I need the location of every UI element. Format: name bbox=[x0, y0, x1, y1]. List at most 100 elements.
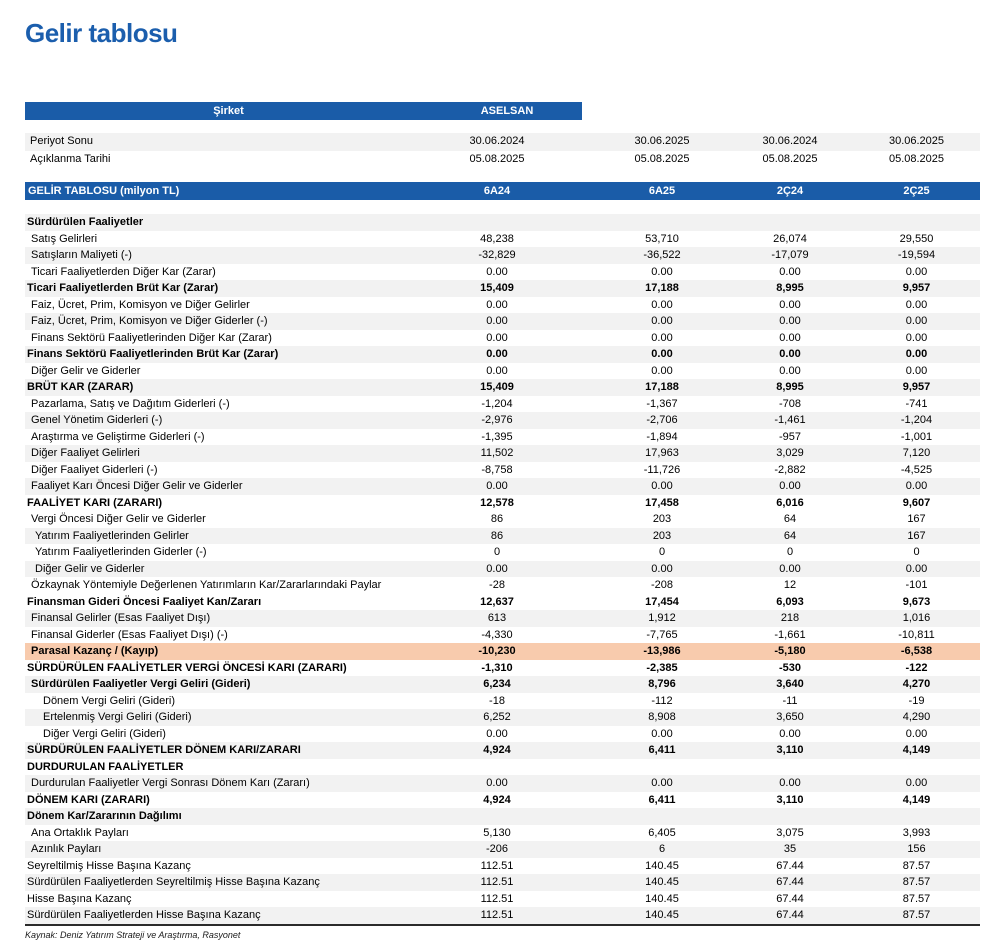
table-row: Dönem Vergi Geliri (Gideri) -18 -112 -11… bbox=[25, 692, 980, 709]
row-value-2c25: 0.00 bbox=[905, 727, 928, 740]
row-value-2c24: -1,461 bbox=[774, 414, 806, 426]
row-value-2c24: 3,640 bbox=[776, 678, 804, 690]
period-end-value: 30.06.2025 bbox=[634, 135, 690, 147]
row-value-6a24: 0.00 bbox=[486, 562, 508, 575]
row-value-6a25: -1,894 bbox=[646, 430, 678, 443]
period-end-row: Periyot Sonu 30.06.2024 30.06.2025 30.06… bbox=[25, 133, 980, 151]
row-value-2c24: 3,029 bbox=[776, 447, 804, 459]
row-value-2c25: 7,120 bbox=[902, 447, 931, 459]
table-row: Faiz, Ücret, Prim, Komisyon ve Diğer Gid… bbox=[25, 313, 980, 330]
company-header-bar: Şirket ASELSAN bbox=[25, 102, 582, 120]
row-value-6a24: 12,637 bbox=[480, 595, 514, 608]
row-value-2c24 bbox=[727, 214, 853, 231]
row-value-6a25: 17,454 bbox=[645, 595, 679, 608]
row-value-6a24: 112.51 bbox=[480, 909, 514, 921]
row-value-2c25: 0.00 bbox=[905, 348, 928, 360]
row-value-6a25: 0 bbox=[658, 546, 666, 558]
row-value-6a25: -1,367 bbox=[646, 397, 678, 410]
row-value-6a25: 17,963 bbox=[645, 447, 679, 459]
row-value-2c25: -19 bbox=[908, 694, 925, 707]
row-value-2c25: -101 bbox=[905, 579, 928, 591]
row-value-6a25: 140.45 bbox=[645, 876, 679, 888]
row-value-6a24: 0.00 bbox=[486, 777, 508, 789]
announce-date-value: 05.08.2025 bbox=[634, 152, 690, 165]
source-note: Kaynak: Deniz Yatırım Strateji ve Araştı… bbox=[25, 929, 241, 940]
row-value-6a25: 0.00 bbox=[651, 364, 673, 377]
row-value-2c25: 4,149 bbox=[902, 793, 931, 806]
row-value-2c24: -5,180 bbox=[774, 645, 806, 657]
row-label: Ana Ortaklık Payları bbox=[31, 826, 129, 839]
row-value-6a24: 12,578 bbox=[480, 496, 514, 509]
row-label: Satışların Maliyeti (-) bbox=[31, 249, 132, 261]
table-row: SÜRDÜRÜLEN FAALİYETLER DÖNEM KARI/ZARARI… bbox=[25, 742, 980, 759]
row-label: Sürdürülen Faaliyetler bbox=[27, 216, 144, 228]
table-row: Ticari Faaliyetlerden Diğer Kar (Zarar) … bbox=[25, 263, 980, 280]
row-label: Faiz, Ücret, Prim, Komisyon ve Diğer Gel… bbox=[31, 298, 250, 311]
table-row: Sürdürülen Faaliyetlerden Hisse Başına K… bbox=[25, 907, 980, 924]
table-row: Özkaynak Yöntemiyle Değerlenen Yatırımla… bbox=[25, 577, 980, 594]
row-value-6a25: 0.00 bbox=[651, 315, 673, 327]
row-label: Yatırım Faaliyetlerinden Giderler (-) bbox=[35, 546, 207, 558]
table-row: Ana Ortaklık Payları 5,130 6,405 3,075 3… bbox=[25, 824, 980, 841]
row-value-6a24: -1,204 bbox=[481, 397, 513, 410]
row-value-2c24: 218 bbox=[780, 612, 800, 624]
row-value-2c24 bbox=[727, 759, 853, 776]
row-value-2c24: 0.00 bbox=[779, 265, 801, 278]
row-value-6a24: 11,502 bbox=[480, 447, 514, 459]
row-value-2c24: 3,650 bbox=[776, 711, 804, 723]
row-value-2c25: -10,811 bbox=[898, 628, 935, 641]
row-label: Diğer Faaliyet Giderleri (-) bbox=[31, 463, 158, 476]
row-value-2c25: 0 bbox=[913, 546, 920, 558]
table-row: Seyreltilmiş Hisse Başına Kazanç 112.51 … bbox=[25, 857, 980, 874]
row-value-2c24: -957 bbox=[778, 430, 802, 443]
row-value-6a25: 6,411 bbox=[648, 744, 676, 756]
row-value-2c24: 0.00 bbox=[779, 315, 801, 327]
row-label: Diğer Gelir ve Giderler bbox=[31, 364, 141, 377]
row-value-2c25: -122 bbox=[905, 661, 928, 674]
row-value-6a24: 0.00 bbox=[486, 331, 508, 344]
row-label: BRÜT KAR (ZARAR) bbox=[27, 381, 134, 393]
row-value-2c24: 67.44 bbox=[776, 859, 804, 872]
row-value-2c24: 0.00 bbox=[779, 727, 801, 740]
table-row: Ertelenmiş Vergi Geliri (Gideri) 6,252 8… bbox=[25, 709, 980, 726]
row-value-6a25: 0.00 bbox=[651, 777, 673, 789]
table-row: Finansal Gelirler (Esas Faaliyet Dışı) 6… bbox=[25, 610, 980, 627]
row-value-2c24 bbox=[727, 808, 853, 825]
row-value-6a25: 17,458 bbox=[645, 496, 679, 509]
row-label: Faiz, Ücret, Prim, Komisyon ve Diğer Gid… bbox=[31, 315, 268, 327]
row-value-6a24: -4,330 bbox=[481, 628, 513, 641]
row-value-2c25: 87.57 bbox=[902, 909, 931, 921]
row-value-2c24: 3,110 bbox=[776, 744, 804, 756]
row-label: Durdurulan Faaliyetler Vergi Sonrası Dön… bbox=[31, 777, 310, 789]
row-value-2c25: 87.57 bbox=[902, 876, 931, 888]
row-value-2c24: 0 bbox=[786, 546, 794, 558]
row-value-6a24 bbox=[432, 759, 562, 776]
row-value-2c24: 35 bbox=[783, 843, 797, 855]
table-row: FAALİYET KARI (ZARARI) 12,578 17,458 6,0… bbox=[25, 494, 980, 511]
table-row: Diğer Gelir ve Giderler 0.00 0.00 0.00 0… bbox=[25, 560, 980, 577]
row-label: Dönem Vergi Geliri (Gideri) bbox=[43, 694, 176, 707]
row-value-2c24: 3,110 bbox=[776, 793, 804, 806]
table-row: BRÜT KAR (ZARAR) 15,409 17,188 8,995 9,9… bbox=[25, 379, 980, 396]
row-value-6a25: 17,188 bbox=[645, 282, 679, 294]
row-value-2c25: 87.57 bbox=[902, 892, 931, 905]
row-value-6a25: 17,188 bbox=[645, 381, 679, 393]
table-row: Sürdürülen Faaliyetler bbox=[25, 214, 980, 231]
row-value-6a25: 8,796 bbox=[648, 678, 676, 690]
row-value-6a24: -1,310 bbox=[481, 661, 513, 674]
row-value-6a25: 0.00 bbox=[651, 348, 673, 360]
row-label: Yatırım Faaliyetlerinden Gelirler bbox=[35, 529, 189, 542]
row-value-2c25: -19,594 bbox=[897, 249, 936, 261]
table-row: Ticari Faaliyetlerden Brüt Kar (Zarar) 1… bbox=[25, 280, 980, 297]
row-value-6a25 bbox=[597, 808, 727, 825]
row-value-2c24: 0.00 bbox=[779, 331, 801, 344]
column-header-6a25: 6A25 bbox=[648, 185, 676, 197]
row-value-6a24: 4,924 bbox=[483, 744, 511, 756]
column-header-2c25: 2Ç25 bbox=[903, 185, 930, 197]
row-value-6a25: 203 bbox=[652, 529, 672, 542]
row-label: Hisse Başına Kazanç bbox=[27, 892, 132, 905]
row-value-6a24: -8,758 bbox=[481, 463, 513, 476]
row-label: Finansman Gideri Öncesi Faaliyet Kan/Zar… bbox=[27, 595, 262, 608]
row-value-6a25: -7,765 bbox=[646, 628, 678, 641]
row-value-6a24: -32,829 bbox=[478, 249, 516, 261]
